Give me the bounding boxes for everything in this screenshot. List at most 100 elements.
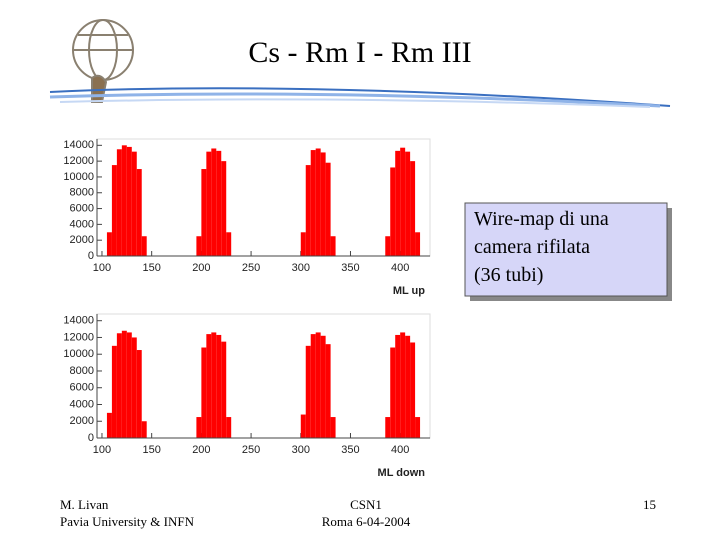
x-tick-label: 250: [242, 444, 260, 456]
histogram-bar: [320, 335, 326, 438]
y-tick-label: 2000: [70, 234, 94, 246]
histogram-bar: [141, 421, 147, 438]
x-tick-label: 200: [192, 444, 210, 456]
y-tick-label: 0: [88, 432, 94, 444]
histogram-bar: [325, 344, 331, 438]
x-tick-label: 250: [242, 262, 260, 274]
y-tick-label: 10000: [63, 348, 94, 360]
histogram-bar: [136, 169, 142, 256]
histogram-bar: [405, 335, 411, 438]
histogram-bar: [395, 150, 401, 256]
x-axis-label: ML up: [393, 285, 425, 297]
histogram-bar: [206, 334, 212, 438]
plot-frame: [96, 138, 431, 257]
y-tick-label: 4000: [70, 218, 94, 230]
histogram-bar: [325, 162, 331, 256]
y-tick-label: 0: [88, 250, 94, 262]
histogram-bar: [415, 417, 421, 438]
y-tick-label: 2000: [70, 415, 94, 427]
histogram-bar: [330, 417, 336, 438]
histogram-bar: [106, 232, 112, 256]
x-tick-label: 150: [142, 444, 160, 456]
histogram-bar: [116, 333, 122, 438]
y-tick-label: 12000: [63, 331, 94, 343]
histogram-bar: [221, 341, 227, 438]
footer-center: Roma 6-04-2004: [322, 514, 411, 529]
y-tick-label: 4000: [70, 398, 94, 410]
slide-title: Cs - Rm I - Rm III: [248, 36, 471, 69]
histogram-bar: [221, 161, 227, 256]
histogram-bar: [385, 236, 391, 256]
textbox-line: camera rifilata: [474, 236, 590, 258]
y-tick-label: 10000: [63, 171, 94, 183]
histogram-bar: [320, 152, 326, 256]
histogram-bar: [305, 345, 311, 438]
y-tick-label: 8000: [70, 187, 94, 199]
histogram-bar: [121, 145, 127, 256]
histogram-bar: [226, 417, 232, 438]
histogram-bar: [390, 167, 396, 256]
x-tick-label: 100: [93, 262, 111, 274]
x-tick-label: 350: [341, 444, 359, 456]
histogram-bar: [131, 337, 137, 438]
x-tick-label: 350: [341, 262, 359, 274]
histogram-bar: [201, 347, 207, 438]
histogram-bar: [400, 147, 406, 256]
histogram-bar: [315, 332, 321, 438]
histogram-bar: [211, 148, 217, 256]
histogram-bar: [400, 332, 406, 438]
footer-center: CSN1: [350, 497, 382, 512]
textbox-line: Wire-map di una: [474, 208, 609, 230]
histogram-bar: [330, 236, 336, 256]
histogram-bar: [300, 414, 306, 438]
histogram-bar: [415, 232, 421, 256]
histogram-bar: [126, 146, 132, 256]
histogram-bar: [211, 332, 217, 438]
y-tick-label: 14000: [63, 139, 94, 151]
textbox-line: (36 tubi): [474, 264, 543, 286]
page-number: 15: [643, 497, 656, 512]
x-tick-label: 300: [292, 444, 310, 456]
x-tick-label: 150: [142, 262, 160, 274]
title-swoosh: [49, 87, 671, 108]
histogram-bar: [201, 169, 207, 256]
footer-left: Pavia University & INFN: [60, 514, 195, 529]
histogram-bar: [111, 345, 117, 438]
histogram-bar: [216, 150, 222, 256]
footer-left: M. Livan: [60, 497, 109, 512]
y-tick-label: 6000: [70, 382, 94, 394]
histogram-bar: [216, 334, 222, 438]
plot-frame: [96, 313, 431, 439]
histogram-bar: [390, 347, 396, 438]
histogram-bar: [410, 342, 416, 438]
y-tick-label: 6000: [70, 202, 94, 214]
histogram-bar: [410, 161, 416, 256]
x-tick-label: 400: [391, 444, 409, 456]
histogram-bar: [141, 236, 147, 256]
histogram-bar: [395, 334, 401, 438]
x-tick-label: 400: [391, 262, 409, 274]
histogram-bar: [300, 232, 306, 256]
histogram-bar: [121, 330, 127, 438]
histogram-bar: [111, 165, 117, 256]
histogram-bar: [385, 417, 391, 438]
histogram-bar: [106, 412, 112, 438]
histogram-bar: [206, 151, 212, 256]
y-tick-label: 12000: [63, 155, 94, 167]
histogram-bar: [196, 236, 202, 256]
histogram-bar: [310, 334, 316, 438]
x-axis-label: ML down: [378, 467, 426, 479]
x-tick-label: 100: [93, 444, 111, 456]
x-tick-label: 300: [292, 262, 310, 274]
histogram-bar: [310, 150, 316, 256]
textbox: [464, 202, 668, 297]
histogram-bar: [305, 165, 311, 256]
histogram-bar: [405, 151, 411, 256]
histogram-bar: [131, 151, 137, 256]
histogram-bar: [126, 332, 132, 438]
histogram-bar: [196, 417, 202, 438]
histogram-bar: [116, 149, 122, 256]
histogram-bar: [136, 350, 142, 438]
